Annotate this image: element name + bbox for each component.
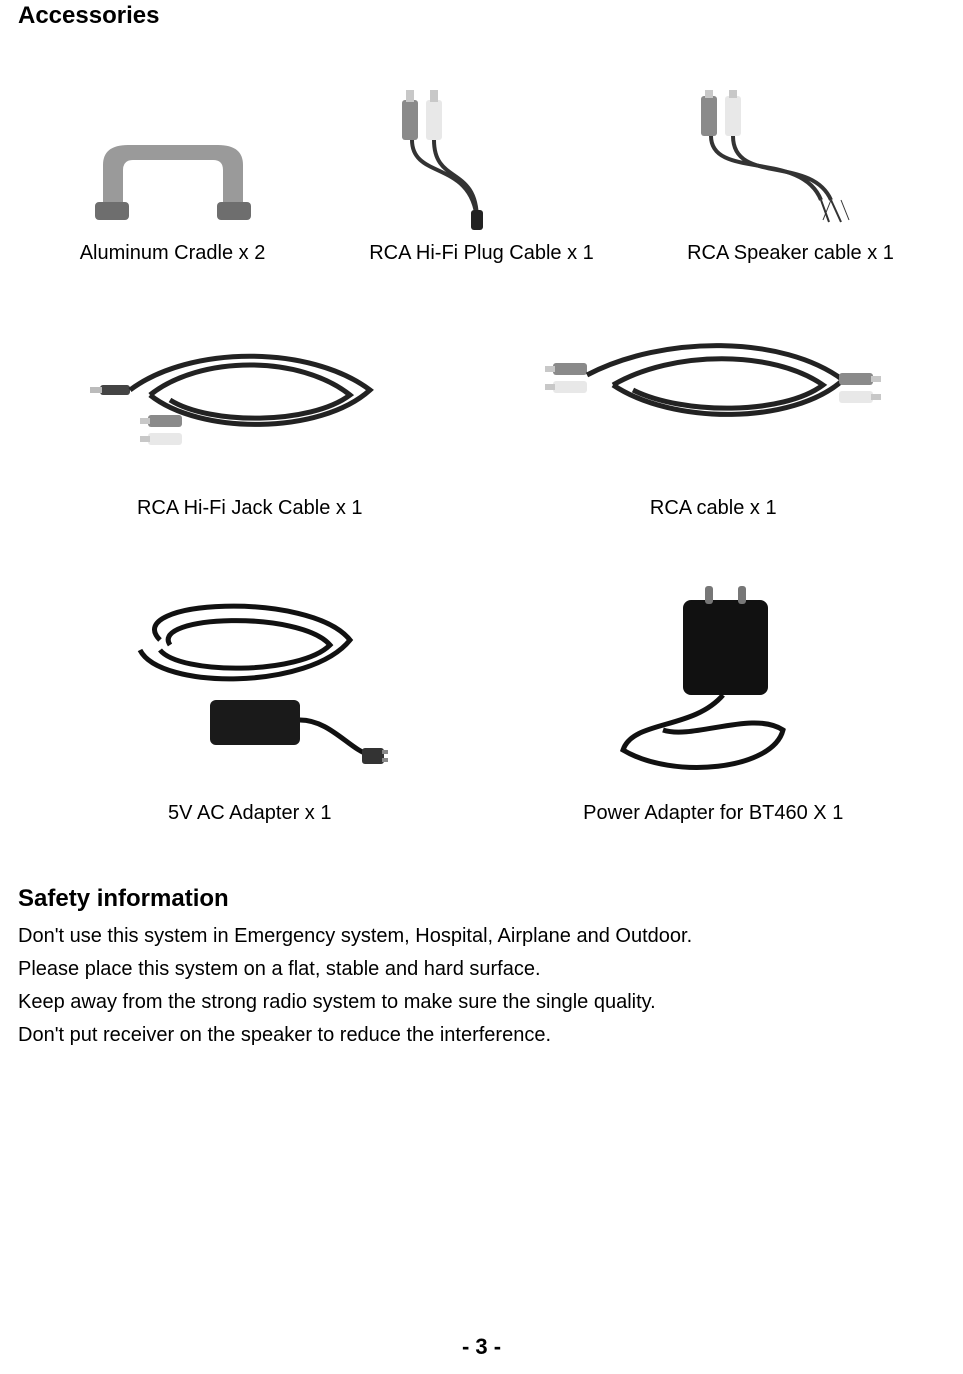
rca-jack-cable-image [90, 325, 410, 485]
accessory-label: RCA Hi-Fi Jack Cable x 1 [137, 497, 363, 520]
accessory-item: Aluminum Cradle x 2 [33, 110, 313, 265]
accessory-label: Aluminum Cradle x 2 [80, 242, 266, 265]
accessory-item: RCA Speaker cable x 1 [651, 90, 931, 265]
rca-plug-cable-image [382, 90, 582, 230]
accessory-label: 5V AC Adapter x 1 [168, 802, 331, 825]
accessory-label: RCA Speaker cable x 1 [687, 242, 894, 265]
ac-adapter-image [100, 580, 400, 790]
accessory-label: Power Adapter for BT460 X 1 [583, 802, 843, 825]
accessory-item: RCA Hi-Fi Plug Cable x 1 [342, 90, 622, 265]
page-number: - 3 - [0, 1334, 963, 1360]
accessories-heading: Accessories [18, 0, 945, 30]
accessory-label: RCA cable x 1 [650, 497, 777, 520]
accessory-item: RCA cable x 1 [503, 325, 923, 520]
cradle-image [73, 110, 273, 230]
accessories-row-2: RCA Hi-Fi Jack Cable x 1 [18, 325, 945, 520]
accessories-grid: Aluminum Cradle x 2 [18, 90, 945, 825]
accessory-item: 5V AC Adapter x 1 [40, 580, 460, 825]
rca-cable-image [543, 325, 883, 485]
accessory-label: RCA Hi-Fi Plug Cable x 1 [369, 242, 594, 265]
safety-paragraph: Keep away from the strong radio system t… [18, 989, 945, 1016]
safety-paragraph: Don't put receiver on the speaker to red… [18, 1022, 945, 1049]
safety-heading: Safety information [18, 885, 945, 913]
accessories-row-1: Aluminum Cradle x 2 [18, 90, 945, 265]
safety-paragraph: Please place this system on a flat, stab… [18, 956, 945, 983]
power-adapter-image [573, 580, 853, 790]
accessories-row-3: 5V AC Adapter x 1 Power Adapter for BT46… [18, 580, 945, 825]
safety-section: Safety information Don't use this system… [18, 885, 945, 1049]
safety-paragraph: Don't use this system in Emergency syste… [18, 923, 945, 950]
accessory-item: RCA Hi-Fi Jack Cable x 1 [40, 325, 460, 520]
rca-speaker-cable-image [681, 90, 901, 230]
accessory-item: Power Adapter for BT460 X 1 [503, 580, 923, 825]
